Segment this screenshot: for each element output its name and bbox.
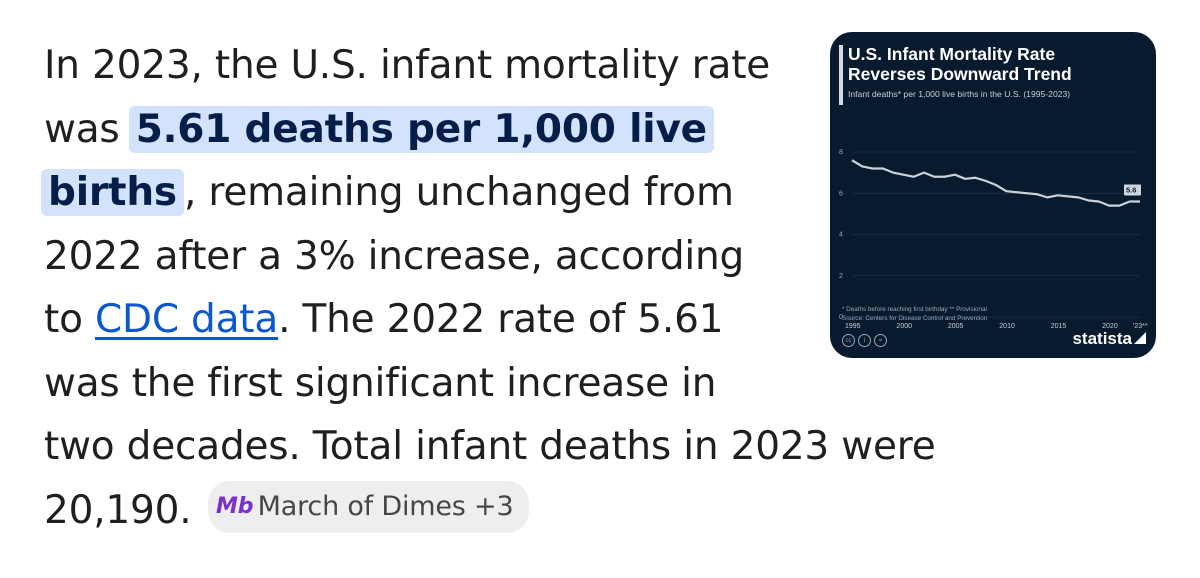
answer-text: 2022 after a 3% increase, according bbox=[44, 233, 745, 279]
x-tick-label: '23** bbox=[1133, 323, 1148, 330]
march-of-dimes-icon: Mb bbox=[216, 494, 254, 520]
statista-wordmark: statista bbox=[1072, 329, 1132, 348]
statista-logo: statista bbox=[1072, 329, 1146, 349]
y-tick-label: 0 bbox=[839, 314, 843, 321]
answer-text: 20,190. bbox=[44, 487, 192, 533]
chart-source: Source: Centers for Disease Control and … bbox=[842, 315, 988, 322]
statista-mark-icon bbox=[1134, 332, 1146, 344]
answer-line: two decades. Total infant deaths in 2023… bbox=[44, 415, 984, 479]
chart-footnote: * Deaths before reaching first birthday … bbox=[842, 306, 987, 313]
chart-notes: * Deaths before reaching first birthday … bbox=[842, 305, 987, 323]
license-icons: cc i = bbox=[842, 334, 887, 347]
ai-answer-text: In 2023, the U.S. infant mortality rate … bbox=[41, 34, 984, 543]
line-chart: 0 2 4 6 8 1995 2000 2005 2010 2015 2020 '23** 5.6 bbox=[839, 149, 1148, 330]
y-tick-label: 4 bbox=[839, 232, 843, 239]
answer-text: to bbox=[44, 297, 95, 342]
answer-line: to CDC data. The 2022 rate of 5.61 bbox=[44, 288, 984, 352]
answer-line: births, remaining unchanged from bbox=[41, 161, 984, 225]
x-tick-label: 2005 bbox=[948, 323, 964, 330]
chart-title-line: Reverses Downward Trend bbox=[848, 64, 1072, 84]
source-chip[interactable]: Mb March of Dimes +3 bbox=[207, 481, 530, 533]
answer-line: was the first significant increase in bbox=[44, 352, 984, 416]
answer-text: , remaining unchanged from bbox=[183, 170, 734, 215]
answer-text: was the first significant increase in bbox=[44, 360, 717, 406]
answer-line: In 2023, the U.S. infant mortality rate bbox=[44, 34, 984, 98]
chart-title-line: U.S. Infant Mortality Rate bbox=[848, 44, 1056, 64]
x-tick-label: 2015 bbox=[1051, 323, 1067, 330]
answer-text: . The 2022 rate of 5.61 bbox=[278, 297, 724, 342]
answer-text: was bbox=[44, 106, 120, 152]
highlighted-fact[interactable]: 5.61 deaths per 1,000 live bbox=[128, 105, 714, 153]
y-tick-label: 8 bbox=[839, 149, 843, 156]
series-line bbox=[851, 159, 1140, 207]
attribution-icon: i bbox=[858, 334, 871, 347]
chart-title: U.S. Infant Mortality Rate Reverses Down… bbox=[848, 44, 1072, 84]
x-tick-label: 2010 bbox=[999, 323, 1015, 330]
answer-line: 20,190. Mb March of Dimes +3 bbox=[44, 479, 984, 543]
answer-line: 2022 after a 3% increase, according bbox=[44, 225, 984, 289]
answer-text: In 2023, the U.S. infant mortality rate bbox=[44, 43, 771, 88]
cc-icon: cc bbox=[842, 334, 855, 347]
answer-line: was 5.61 deaths per 1,000 live bbox=[44, 98, 984, 162]
cdc-data-link[interactable]: CDC data bbox=[94, 297, 279, 342]
x-tick-label: 2000 bbox=[896, 323, 912, 330]
chart-subtitle: Infant deaths* per 1,000 live births in … bbox=[848, 89, 1071, 99]
source-chip-label: March of Dimes +3 bbox=[257, 491, 514, 523]
no-derivatives-icon: = bbox=[874, 334, 887, 347]
y-tick-label: 2 bbox=[839, 273, 843, 280]
chart-thumbnail[interactable]: U.S. Infant Mortality Rate Reverses Down… bbox=[830, 32, 1156, 358]
x-tick-label: 2020 bbox=[1102, 323, 1118, 330]
end-label-box bbox=[1124, 184, 1141, 196]
y-tick-label: 6 bbox=[839, 190, 843, 197]
x-tick-label: 1995 bbox=[845, 323, 861, 330]
end-data-label: 5.6 bbox=[1126, 186, 1136, 195]
highlighted-fact[interactable]: births bbox=[41, 169, 184, 216]
title-accent-bar bbox=[839, 45, 843, 105]
answer-text: two decades. Total infant deaths in 2023… bbox=[44, 424, 936, 469]
